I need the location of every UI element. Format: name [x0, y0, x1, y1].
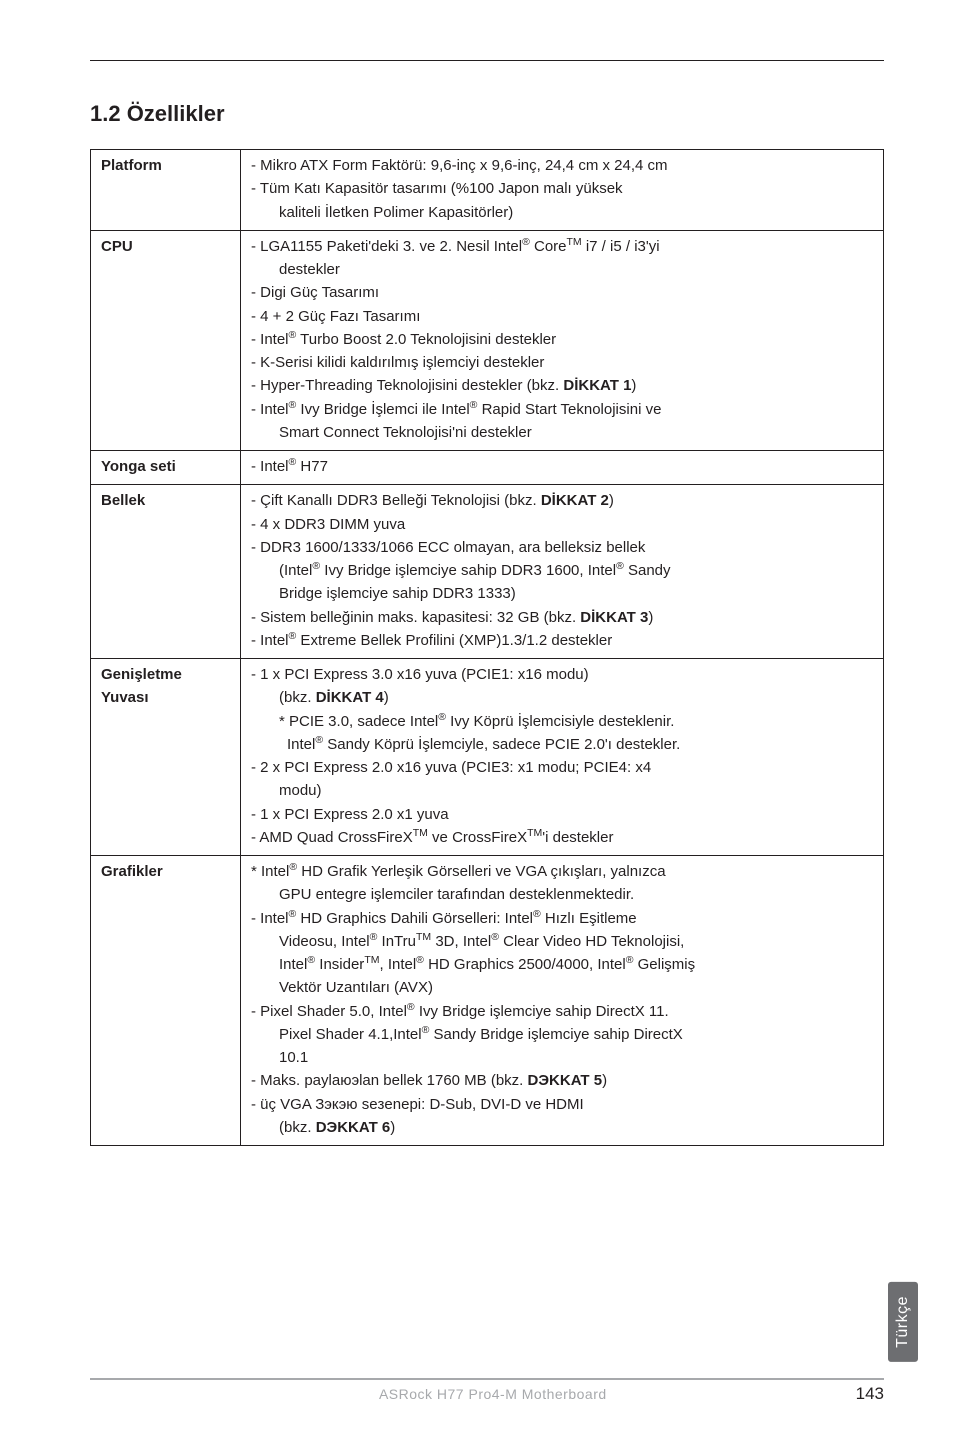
content-line: - 1 x PCI Express 2.0 x1 yuva — [251, 803, 873, 826]
language-tab: Türkçe — [888, 1282, 918, 1362]
content-line: modu) — [251, 779, 873, 802]
content-line: Vektör Uzantıları (AVX) — [251, 976, 873, 999]
row-content: - Intel® H77 — [241, 451, 884, 485]
table-row: Bellek - Çift Kanallı DDR3 Belleği Teknol… — [91, 485, 884, 659]
content-line: * Intel® HD Grafik Yerleşik Görselleri v… — [251, 860, 873, 883]
table-row: Yonga seti - Intel® H77 — [91, 451, 884, 485]
content-line: - 4 + 2 Güç Fazı Tasarımı — [251, 305, 873, 328]
row-label: Genişletme Yuvası — [91, 659, 241, 856]
spec-table: Platform - Mikro ATX Form Faktörü: 9,6-in… — [90, 149, 884, 1146]
content-line: - Intel® Extreme Bellek Profilini (XMP)1… — [251, 629, 873, 652]
content-line: (bkz. DİKKAT 4) — [251, 686, 873, 709]
content-line: Smart Connect Teknolojisi'ni destekler — [251, 421, 873, 444]
row-content: - 1 x PCI Express 3.0 x16 yuva (PCIE1: x… — [241, 659, 884, 856]
content-line: - 4 x DDR3 DIMM yuva — [251, 513, 873, 536]
table-row: Genişletme Yuvası - 1 x PCI Express 3.0 x… — [91, 659, 884, 856]
row-content: - LGA1155 Paketi'deki 3. ve 2. Nesil Int… — [241, 230, 884, 450]
content-line: - Intel® H77 — [251, 455, 873, 478]
table-row: Platform - Mikro ATX Form Faktörü: 9,6-in… — [91, 150, 884, 231]
content-line: Intel® InsiderTM, Intel® HD Graphics 250… — [251, 953, 873, 976]
content-line: - 2 x PCI Express 2.0 x16 yuva (PCIE3: x… — [251, 756, 873, 779]
content-line: 10.1 — [251, 1046, 873, 1069]
page-number: 143 — [856, 1384, 884, 1404]
content-line: (bkz. DЭKKAT 6) — [251, 1116, 873, 1139]
content-line: GPU entegre işlemciler tarafından destek… — [251, 883, 873, 906]
content-line: * PCIE 3.0, sadece Intel® Ivy Köprü İşle… — [251, 710, 873, 733]
content-line: - Digi Güç Tasarımı — [251, 281, 873, 304]
content-line: - Maks. paylaюэlan bellek 1760 MB (bkz. … — [251, 1069, 873, 1092]
row-label: Yonga seti — [91, 451, 241, 485]
content-line: - Sistem belleğinin maks. kapasitesi: 32… — [251, 606, 873, 629]
content-line: - Intel® Ivy Bridge İşlemci ile Intel® R… — [251, 398, 873, 421]
row-label: CPU — [91, 230, 241, 450]
row-label: Platform — [91, 150, 241, 231]
content-line: Intel® Sandy Köprü İşlemciyle, sadece PC… — [251, 733, 873, 756]
content-line: destekler — [251, 258, 873, 281]
content-line: Videosu, Intel® InTruTM 3D, Intel® Clear… — [251, 930, 873, 953]
footer-title: ASRock H77 Pro4-M Motherboard — [130, 1386, 856, 1402]
content-line: - LGA1155 Paketi'deki 3. ve 2. Nesil Int… — [251, 235, 873, 258]
table-row: CPU - LGA1155 Paketi'deki 3. ve 2. Nesil … — [91, 230, 884, 450]
content-line: - 1 x PCI Express 3.0 x16 yuva (PCIE1: x… — [251, 663, 873, 686]
page-footer: ASRock H77 Pro4-M Motherboard 143 — [90, 1378, 884, 1404]
content-line: Pixel Shader 4.1,Intel® Sandy Bridge işl… — [251, 1023, 873, 1046]
content-line: kaliteli İletken Polimer Kapasitörler) — [251, 201, 873, 224]
content-line: - Çift Kanallı DDR3 Belleği Teknolojisi … — [251, 489, 873, 512]
content-line: - Pixel Shader 5.0, Intel® Ivy Bridge iş… — [251, 1000, 873, 1023]
content-line: - Tüm Katı Kapasitör tasarımı (%100 Japo… — [251, 177, 873, 200]
top-rule — [90, 60, 884, 61]
content-line: - DDR3 1600/1333/1066 ECC olmayan, ara b… — [251, 536, 873, 559]
content-line: - K-Serisi kilidi kaldırılmış işlemciyi … — [251, 351, 873, 374]
row-content: - Mikro ATX Form Faktörü: 9,6-inç x 9,6-… — [241, 150, 884, 231]
footer-rule — [90, 1378, 884, 1380]
table-row: Grafikler * Intel® HD Grafik Yerleşik Gör… — [91, 856, 884, 1146]
content-line: - Hyper-Threading Teknolojisini destekle… — [251, 374, 873, 397]
content-line: - Intel® Turbo Boost 2.0 Teknolojisini d… — [251, 328, 873, 351]
section-heading: 1.2 Özellikler — [90, 101, 884, 127]
content-line: - Intel® HD Graphics Dahili Görselleri: … — [251, 907, 873, 930]
content-line: - AMD Quad CrossFireXTM ve CrossFireXTM'… — [251, 826, 873, 849]
row-label: Bellek — [91, 485, 241, 659]
row-content: - Çift Kanallı DDR3 Belleği Teknolojisi … — [241, 485, 884, 659]
row-label: Grafikler — [91, 856, 241, 1146]
content-line: (Intel® Ivy Bridge işlemciye sahip DDR3 … — [251, 559, 873, 582]
content-line: - Mikro ATX Form Faktörü: 9,6-inç x 9,6-… — [251, 154, 873, 177]
row-content: * Intel® HD Grafik Yerleşik Görselleri v… — [241, 856, 884, 1146]
content-line: Bridge işlemciye sahip DDR3 1333) — [251, 582, 873, 605]
content-line: - üç VGA Зэкэю seзenepi: D-Sub, DVI-D ve… — [251, 1093, 873, 1116]
